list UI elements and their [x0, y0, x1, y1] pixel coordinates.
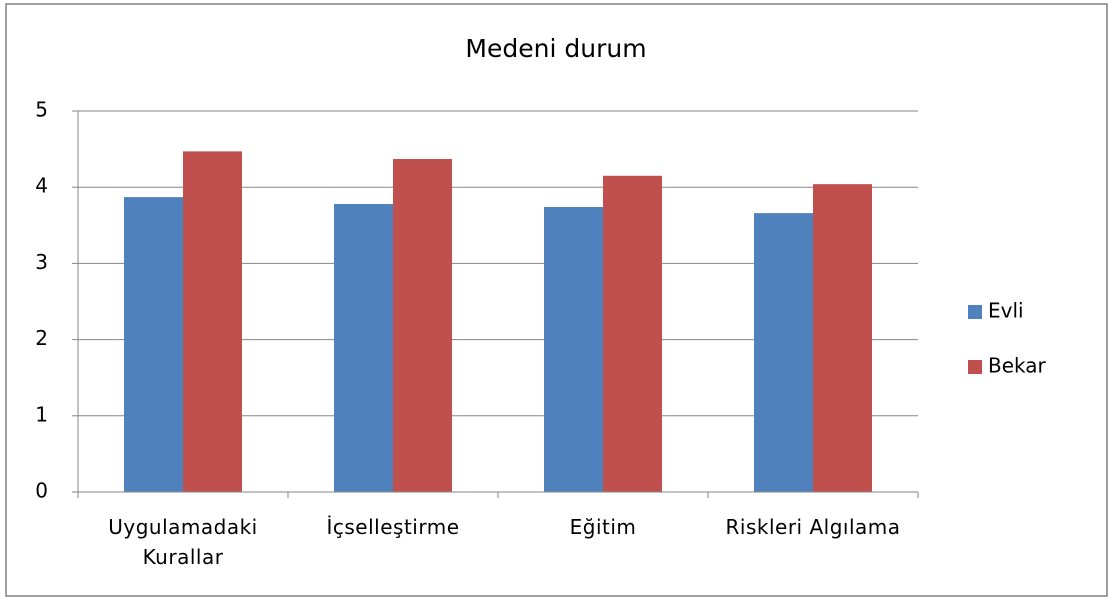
x-tick-label: Riskleri Algılama: [725, 515, 901, 539]
bar: [754, 213, 813, 492]
x-tick-label: Uygulamadaki Kurallar: [108, 515, 258, 569]
bar: [124, 197, 183, 492]
y-tick-label: 5: [35, 98, 48, 122]
bar: [544, 207, 603, 492]
legend-label: Bekar: [988, 354, 1047, 378]
bar: [393, 159, 452, 493]
chart-title: Medeni durum: [465, 34, 646, 63]
y-tick-label: 1: [35, 402, 48, 426]
legend-label: Evli: [988, 299, 1024, 323]
y-tick-label: 2: [35, 326, 48, 350]
legend-swatch: [968, 360, 982, 374]
y-tick-label: 0: [35, 479, 48, 503]
bar: [334, 203, 393, 493]
legend-swatch: [968, 305, 982, 319]
bar: [603, 175, 662, 492]
bar: [183, 151, 242, 493]
y-tick-label: 4: [35, 174, 48, 198]
x-tick-label: Eğitim: [569, 515, 637, 539]
y-tick-label: 3: [35, 250, 48, 274]
bar: [813, 184, 872, 493]
x-tick-label: İçselleştirme: [326, 515, 460, 539]
